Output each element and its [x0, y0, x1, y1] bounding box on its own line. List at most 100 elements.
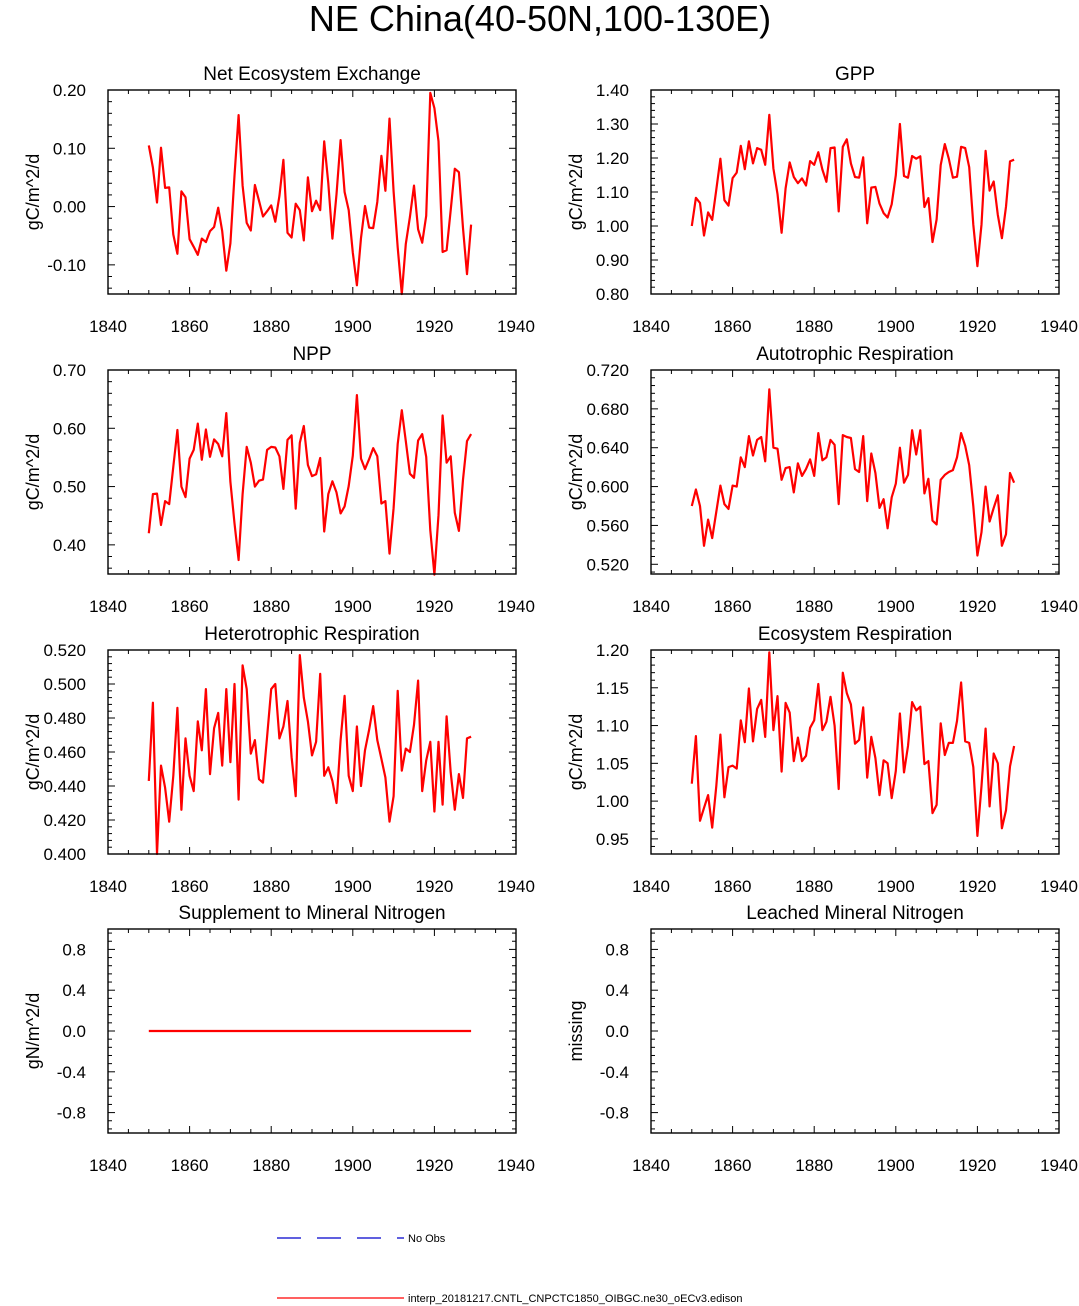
y-tick-label: 0.0 [62, 1022, 86, 1041]
y-axis-label: gC/m^2/d [23, 434, 43, 510]
series-line-model [147, 394, 473, 576]
y-axis-label: gC/m^2/d [566, 714, 586, 790]
x-tick-label: 1900 [877, 877, 915, 896]
y-tick-label: 0.8 [62, 940, 86, 959]
y-tick-label: 0.460 [43, 743, 86, 762]
panel-7: Supplement to Mineral Nitrogen gN/m^2/d 18… [23, 903, 535, 1175]
x-tick-label: 1920 [958, 317, 996, 336]
series-line-model [690, 388, 1016, 557]
x-tick-label: 1900 [877, 1156, 915, 1175]
y-tick-label: 0.440 [43, 777, 86, 796]
y-tick-label: 1.00 [596, 217, 629, 236]
panel-title: GPP [835, 64, 875, 85]
x-tick-label: 1880 [252, 597, 290, 616]
x-tick-label: 1880 [252, 317, 290, 336]
y-tick-label: -0.4 [600, 1063, 629, 1082]
x-tick-label: 1840 [632, 317, 670, 336]
series-line-model [690, 651, 1016, 838]
panel-title: Supplement to Mineral Nitrogen [178, 903, 445, 924]
y-tick-label: 0.520 [43, 641, 86, 660]
y-tick-label: 0.80 [596, 285, 629, 304]
y-tick-label: 1.05 [596, 754, 629, 773]
panel-title: NPP [292, 344, 331, 365]
y-tick-label: -0.10 [47, 256, 86, 275]
plot-frame [107, 928, 517, 1134]
x-tick-label: 1920 [958, 597, 996, 616]
y-tick-label: 0.40 [53, 536, 86, 555]
y-axis-label: gC/m^2/d [566, 434, 586, 510]
panel-8: Leached Mineral Nitrogen missing 1840 1860 1… [566, 903, 1078, 1175]
plot-frame [107, 649, 517, 855]
x-tick-label: 1940 [497, 1156, 535, 1175]
x-tick-label: 1940 [497, 597, 535, 616]
legend: No Obs interp_20181217.CNTL_CNPCTC1850_O… [277, 1233, 742, 1305]
x-tick-label: 1920 [958, 877, 996, 896]
x-tick-label: 1860 [714, 1156, 752, 1175]
y-tick-label: 0.420 [43, 811, 86, 830]
x-tick-label: 1840 [89, 597, 127, 616]
x-tick-label: 1860 [171, 597, 209, 616]
plot-frame [107, 89, 517, 295]
panel-5: Heterotrophic Respiration gC/m^2/d 1840 186… [23, 624, 535, 896]
x-tick-label: 1860 [714, 877, 752, 896]
plot-frame [650, 928, 1060, 1134]
y-tick-label: -0.8 [600, 1104, 629, 1123]
x-tick-label: 1880 [795, 1156, 833, 1175]
y-tick-label: 0.680 [586, 400, 629, 419]
panel-1: Net Ecosystem Exchange gC/m^2/d 1840 1860 18… [23, 64, 535, 336]
x-tick-label: 1920 [958, 1156, 996, 1175]
y-tick-label: 1.10 [596, 183, 629, 202]
plot-frame [650, 369, 1060, 575]
x-tick-label: 1900 [877, 597, 915, 616]
x-tick-label: 1880 [252, 1156, 290, 1175]
panel-3: NPP gC/m^2/d 1840 1860 1880 1900 1920 1940 0.40 0… [23, 344, 535, 616]
y-tick-label: 0.60 [53, 419, 86, 438]
panel-6: Ecosystem Respiration gC/m^2/d 1840 1860 188… [566, 624, 1078, 896]
y-tick-label: 1.20 [596, 149, 629, 168]
x-tick-label: 1840 [632, 877, 670, 896]
x-tick-label: 1940 [497, 877, 535, 896]
y-tick-label: 0.480 [43, 709, 86, 728]
panel-4: Autotrophic Respiration gC/m^2/d 1840 1860 1… [566, 344, 1078, 616]
x-tick-label: 1940 [1040, 597, 1078, 616]
y-tick-label: 0.640 [586, 439, 629, 458]
y-tick-label: 0.0 [605, 1022, 629, 1041]
x-tick-label: 1940 [1040, 317, 1078, 336]
x-tick-label: 1920 [415, 877, 453, 896]
y-tick-label: 0.10 [53, 139, 86, 158]
y-tick-label: -0.4 [57, 1063, 86, 1082]
x-tick-label: 1860 [714, 317, 752, 336]
x-tick-label: 1840 [89, 317, 127, 336]
y-tick-label: 0.8 [605, 940, 629, 959]
y-tick-label: 0.600 [586, 478, 629, 497]
x-tick-label: 1900 [334, 597, 372, 616]
x-tick-label: 1840 [89, 1156, 127, 1175]
y-tick-label: 0.00 [53, 198, 86, 217]
x-tick-label: 1920 [415, 317, 453, 336]
y-tick-label: -0.8 [57, 1104, 86, 1123]
y-axis-label: gC/m^2/d [566, 154, 586, 230]
x-tick-label: 1840 [632, 597, 670, 616]
y-axis-label: gN/m^2/d [23, 993, 43, 1069]
x-tick-label: 1860 [171, 877, 209, 896]
y-tick-label: 0.720 [586, 361, 629, 380]
y-tick-label: 0.500 [43, 675, 86, 694]
y-tick-label: 0.400 [43, 845, 86, 864]
plot-frame [650, 649, 1060, 855]
panel-2: GPP gC/m^2/d 1840 1860 1880 1900 1920 1940 0.80 0… [566, 64, 1078, 336]
panel-title: Heterotrophic Respiration [204, 624, 419, 645]
y-tick-label: 0.70 [53, 361, 86, 380]
y-tick-label: 0.4 [62, 981, 86, 1000]
x-tick-label: 1860 [171, 317, 209, 336]
panel-title: Leached Mineral Nitrogen [746, 903, 964, 924]
plot-frame [107, 369, 517, 575]
x-tick-label: 1880 [795, 317, 833, 336]
y-tick-label: 1.40 [596, 81, 629, 100]
x-tick-label: 1840 [89, 877, 127, 896]
x-tick-label: 1940 [497, 317, 535, 336]
y-tick-label: 0.90 [596, 251, 629, 270]
y-axis-label: missing [566, 1000, 586, 1061]
y-tick-label: 0.560 [586, 516, 629, 535]
x-tick-label: 1940 [1040, 1156, 1078, 1175]
y-tick-label: 1.15 [596, 679, 629, 698]
